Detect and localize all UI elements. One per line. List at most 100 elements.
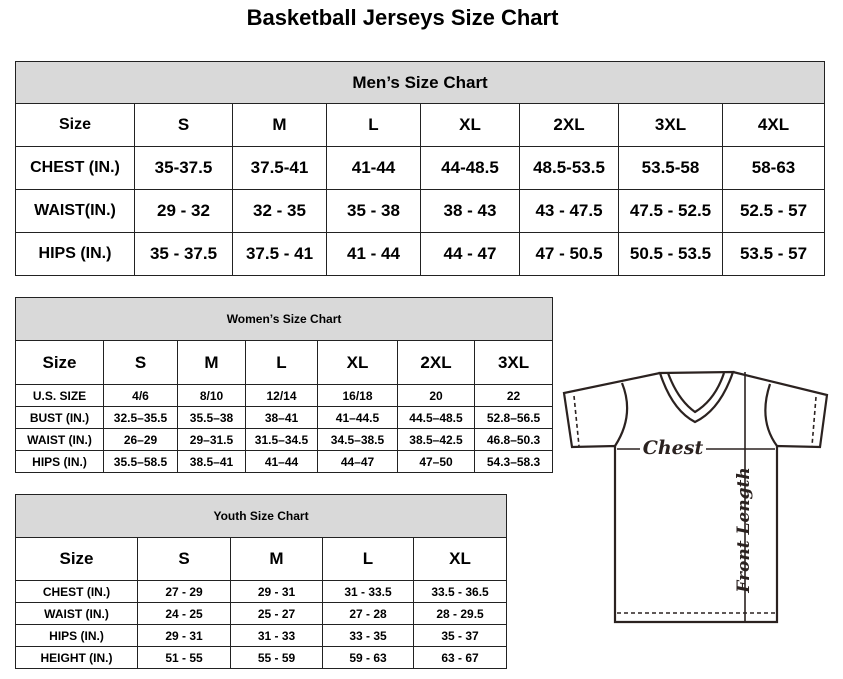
- mens-size-table: Men’s Size Chart Size S M L XL 2XL 3XL 4XL CHEST …: [14, 61, 826, 276]
- table-row: BUST (IN.) 32.5–35.5 35.5–38 38–41 41–44.5 44…: [15, 406, 554, 429]
- header-cell: L: [322, 537, 414, 581]
- value-cell: 41 - 44: [326, 232, 421, 276]
- header-cell: XL: [420, 103, 520, 147]
- table-row: HEIGHT (IN.) 51 - 55 55 - 59 59 - 63 63 - 67: [15, 646, 508, 669]
- row-label: WAIST (IN.): [15, 602, 138, 625]
- value-cell: 29 - 31: [230, 580, 323, 603]
- header-cell: M: [232, 103, 327, 147]
- row-label: HIPS (IN.): [15, 232, 135, 276]
- value-cell: 35 - 38: [326, 189, 421, 233]
- header-cell: 3XL: [618, 103, 723, 147]
- value-cell: 33.5 - 36.5: [412, 580, 508, 603]
- row-label: U.S. SIZE: [15, 384, 104, 407]
- front-length-label: Front Length: [734, 467, 754, 593]
- table-row: WAIST (IN.) 24 - 25 25 - 27 27 - 28 28 - 29.…: [15, 602, 508, 625]
- row-label: HEIGHT (IN.): [15, 646, 138, 669]
- value-cell: 8/10: [177, 384, 246, 407]
- value-cell: 16/18: [317, 384, 398, 407]
- value-cell: 47.5 - 52.5: [618, 189, 723, 233]
- row-label: CHEST (IN.): [15, 580, 138, 603]
- value-cell: 38 - 43: [420, 189, 520, 233]
- value-cell: 51 - 55: [137, 646, 231, 669]
- header-cell: S: [134, 103, 233, 147]
- value-cell: 54.3–58.3: [473, 450, 554, 473]
- value-cell: 35.5–58.5: [103, 450, 178, 473]
- header-cell: M: [177, 340, 246, 385]
- row-label: CHEST (IN.): [15, 146, 135, 190]
- header-cell: XL: [317, 340, 398, 385]
- value-cell: 47–50: [397, 450, 475, 473]
- value-cell: 59 - 63: [322, 646, 414, 669]
- value-cell: 43 - 47.5: [519, 189, 619, 233]
- value-cell: 47 - 50.5: [519, 232, 619, 276]
- header-cell: XL: [412, 537, 508, 581]
- value-cell: 34.5–38.5: [317, 428, 398, 451]
- value-cell: 20: [397, 384, 475, 407]
- value-cell: 31 - 33.5: [322, 580, 414, 603]
- header-cell: 4XL: [721, 103, 826, 147]
- table-row: HIPS (IN.) 35.5–58.5 38.5–41 41–44 44–47 47–5…: [15, 450, 554, 473]
- men-heading: Men’s Size Chart: [14, 61, 826, 104]
- chest-label: Chest: [643, 437, 704, 459]
- value-cell: 4/6: [103, 384, 178, 407]
- value-cell: 53.5 - 57: [721, 232, 826, 276]
- shirt-outline: [562, 370, 829, 624]
- value-cell: 12/14: [245, 384, 318, 407]
- header-cell: 2XL: [397, 340, 475, 385]
- header-cell: S: [103, 340, 178, 385]
- header-cell: Size: [15, 537, 138, 581]
- value-cell: 25 - 27: [230, 602, 323, 625]
- value-cell: 28 - 29.5: [412, 602, 508, 625]
- header-cell: Size: [15, 103, 135, 147]
- value-cell: 32 - 35: [232, 189, 327, 233]
- youth-size-table: Youth Size Chart Size S M L XL CHEST (IN.) 27 -…: [14, 494, 508, 669]
- value-cell: 29–31.5: [177, 428, 246, 451]
- value-cell: 38.5–42.5: [397, 428, 475, 451]
- header-cell: 2XL: [519, 103, 619, 147]
- size-header-row: Size S M L XL 2XL 3XL: [15, 340, 554, 385]
- value-cell: 35-37.5: [134, 146, 233, 190]
- value-cell: 44 - 47: [420, 232, 520, 276]
- collar: [658, 370, 735, 424]
- table-row: CHEST (IN.) 27 - 29 29 - 31 31 - 33.5 33.5 -…: [15, 580, 508, 603]
- header-cell: L: [326, 103, 421, 147]
- table-row: CHEST (IN.) 35-37.5 37.5-41 41-44 44-48.5 48.…: [15, 146, 826, 190]
- value-cell: 31.5–34.5: [245, 428, 318, 451]
- value-cell: 32.5–35.5: [103, 406, 178, 429]
- value-cell: 37.5 - 41: [232, 232, 327, 276]
- row-label: BUST (IN.): [15, 406, 104, 429]
- header-cell: S: [137, 537, 231, 581]
- women-heading: Women’s Size Chart: [14, 297, 554, 341]
- value-cell: 44-48.5: [420, 146, 520, 190]
- row-label: HIPS (IN.): [15, 450, 104, 473]
- value-cell: 44–47: [317, 450, 398, 473]
- value-cell: 48.5-53.5: [519, 146, 619, 190]
- value-cell: 35 - 37.5: [134, 232, 233, 276]
- value-cell: 41–44.5: [317, 406, 398, 429]
- youth-heading: Youth Size Chart: [14, 494, 508, 538]
- value-cell: 52.8–56.5: [473, 406, 554, 429]
- value-cell: 41-44: [326, 146, 421, 190]
- value-cell: 35.5–38: [177, 406, 246, 429]
- table-row: WAIST (IN.) 26–29 29–31.5 31.5–34.5 34.5–38.…: [15, 428, 554, 451]
- value-cell: 27 - 29: [137, 580, 231, 603]
- value-cell: 27 - 28: [322, 602, 414, 625]
- value-cell: 38–41: [245, 406, 318, 429]
- value-cell: 31 - 33: [230, 624, 323, 647]
- value-cell: 38.5–41: [177, 450, 246, 473]
- header-cell: Size: [15, 340, 104, 385]
- header-cell: M: [230, 537, 323, 581]
- jersey-diagram: Chest Front Length: [562, 370, 829, 624]
- size-header-row: Size S M L XL: [15, 537, 508, 581]
- row-label: WAIST (IN.): [15, 428, 104, 451]
- value-cell: 50.5 - 53.5: [618, 232, 723, 276]
- value-cell: 24 - 25: [137, 602, 231, 625]
- womens-size-table: Women’s Size Chart Size S M L XL 2XL 3XL U.S. SI…: [14, 297, 554, 473]
- value-cell: 55 - 59: [230, 646, 323, 669]
- value-cell: 46.8–50.3: [473, 428, 554, 451]
- header-cell: L: [245, 340, 318, 385]
- value-cell: 63 - 67: [412, 646, 508, 669]
- row-label: HIPS (IN.): [15, 624, 138, 647]
- value-cell: 29 - 32: [134, 189, 233, 233]
- value-cell: 29 - 31: [137, 624, 231, 647]
